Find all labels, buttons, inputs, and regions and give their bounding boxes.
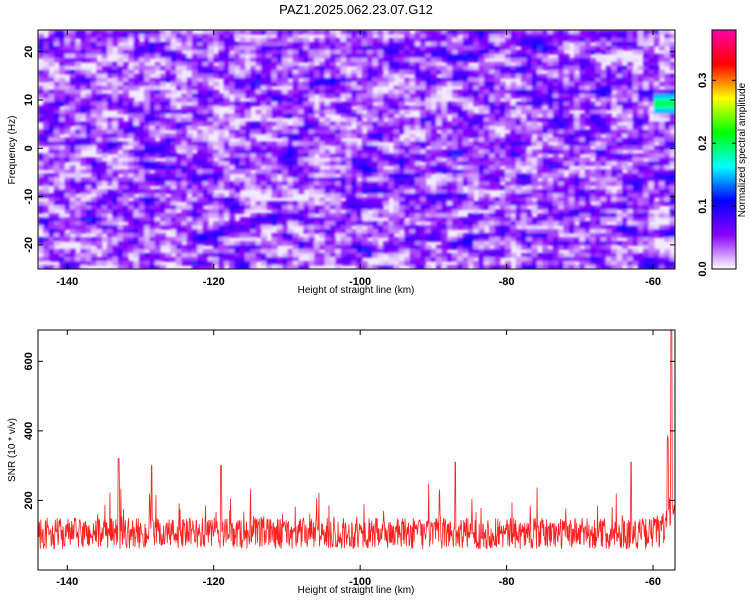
top-x-axis: -140 -120 -100 -80 -60 xyxy=(56,30,661,288)
chart-title: PAZ1.2025.062.23.07.G12 xyxy=(279,2,433,17)
bottom-x-axis-title: Height of straight line (km) xyxy=(298,585,415,596)
x-tick-label: -120 xyxy=(203,276,225,288)
snr-frame xyxy=(37,329,676,571)
y-tick-label: 200 xyxy=(23,491,35,509)
x-tick-label: -80 xyxy=(499,276,515,288)
snr-panel: -140 -120 -100 -80 -60 200 400 600 Height of s… xyxy=(7,329,676,596)
heatmap-frame xyxy=(37,29,676,270)
colorbar-tick-label: 0.3 xyxy=(697,73,709,88)
top-y-axis-title: Frequency (Hz) xyxy=(7,116,18,185)
x-tick-label: -100 xyxy=(349,276,371,288)
colorbar: 0.0 0.1 0.2 0.3 Normalized spectral amplitu… xyxy=(697,29,748,277)
colorbar-ticks: 0.0 0.1 0.2 0.3 xyxy=(697,73,736,277)
y-tick-label: 400 xyxy=(23,422,35,440)
y-tick-label: 10 xyxy=(23,94,35,106)
x-tick-label: -140 xyxy=(56,276,78,288)
snr-series-line xyxy=(38,330,675,550)
y-tick-label: -20 xyxy=(23,237,35,253)
x-tick-label: -120 xyxy=(203,576,225,588)
x-tick-label: -60 xyxy=(645,576,661,588)
y-tick-label: 600 xyxy=(23,352,35,370)
x-tick-label: -80 xyxy=(499,576,515,588)
x-tick-label: -140 xyxy=(56,576,78,588)
y-tick-label: 0 xyxy=(23,145,35,151)
colorbar-gradient xyxy=(711,29,737,270)
colorbar-tick-label: 0.2 xyxy=(697,136,709,151)
colorbar-tick-label: 0.1 xyxy=(697,198,709,213)
bottom-x-axis: -140 -120 -100 -80 -60 xyxy=(56,330,661,588)
bottom-y-axis-title: SNR (10 * v/v) xyxy=(7,418,18,482)
x-tick-label: -60 xyxy=(645,276,661,288)
colorbar-tick-label: 0.0 xyxy=(697,261,709,276)
top-x-axis-title: Height of straight line (km) xyxy=(298,285,415,296)
y-tick-label: -10 xyxy=(23,189,35,205)
heatmap-cells xyxy=(38,30,675,269)
y-tick-label: 20 xyxy=(23,46,35,58)
x-tick-label: -100 xyxy=(349,576,371,588)
top-y-axis: -20 -10 0 10 20 xyxy=(23,46,675,253)
colorbar-title: Normalized spectral amplitude xyxy=(737,82,748,217)
bottom-y-axis: 200 400 600 xyxy=(23,352,675,510)
